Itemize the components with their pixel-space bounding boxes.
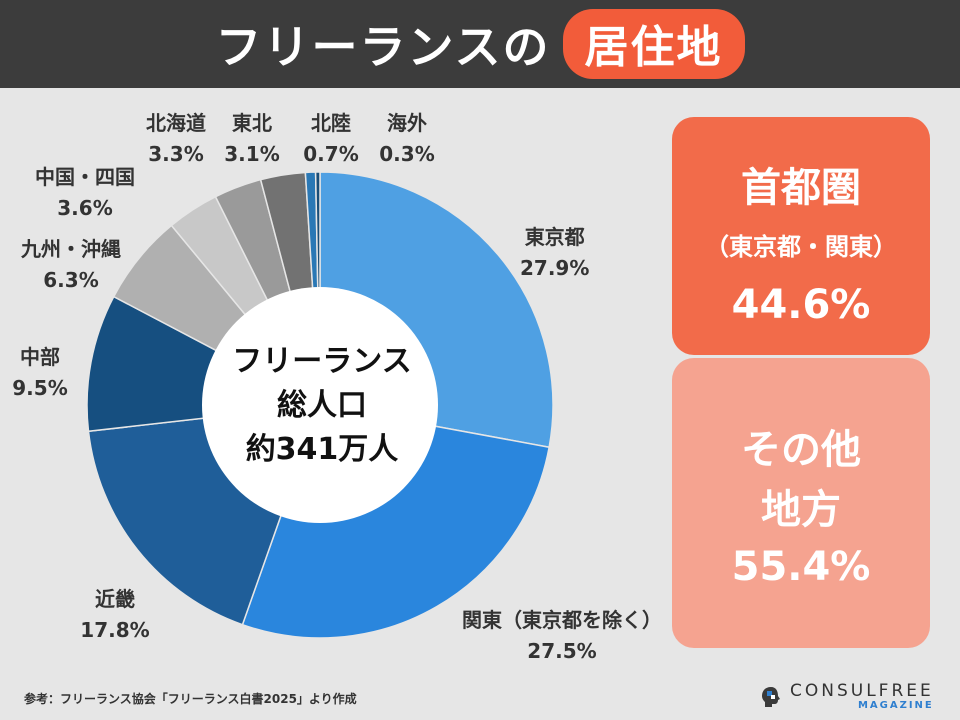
pie-chart bbox=[86, 171, 554, 639]
label-value: 3.1% bbox=[224, 142, 280, 166]
label-kanto: 関東（東京都を除く） 27.5% bbox=[452, 605, 672, 667]
label-name: 東京都 bbox=[524, 225, 585, 249]
label-kinki: 近畿 17.8% bbox=[70, 584, 160, 646]
label-name: 中部 bbox=[20, 345, 60, 369]
label-value: 17.8% bbox=[80, 618, 150, 642]
label-value: 9.5% bbox=[12, 376, 68, 400]
label-value: 0.7% bbox=[303, 142, 359, 166]
label-name: 九州・沖縄 bbox=[21, 237, 121, 261]
label-name: 東北 bbox=[232, 111, 272, 135]
label-value: 0.3% bbox=[379, 142, 435, 166]
logo-sub: MAGAZINE bbox=[857, 700, 934, 711]
label-name: 中国・四国 bbox=[35, 165, 135, 189]
center-line-2: 総人口 bbox=[277, 388, 367, 423]
other-title: その他 地方 bbox=[672, 420, 930, 540]
label-value: 27.9% bbox=[520, 256, 590, 280]
label-hokkaido: 北海道 3.3% bbox=[136, 108, 216, 170]
label-name: 関東（東京都を除く） bbox=[462, 608, 662, 632]
label-name: 近畿 bbox=[95, 587, 135, 611]
metro-percentage: 44.6% bbox=[731, 282, 871, 328]
label-name: 北海道 bbox=[146, 111, 206, 135]
center-line-3: 約341万人 bbox=[245, 432, 399, 467]
other-title-line-2: 地方 bbox=[761, 487, 841, 533]
logo-brand: CONSULFREE bbox=[790, 681, 934, 701]
other-summary-box: その他 地方 55.4% bbox=[672, 358, 930, 648]
label-value: 3.6% bbox=[57, 196, 113, 220]
metro-title: 首都圏 bbox=[741, 165, 861, 211]
logo-text: CONSULFREE MAGAZINE bbox=[790, 682, 934, 711]
header: フリーランスの 居住地 bbox=[0, 0, 960, 88]
label-overseas: 海外 0.3% bbox=[372, 108, 442, 170]
metro-summary-box: 首都圏 （東京都・関東） 44.6% bbox=[672, 117, 930, 355]
label-tohoku: 東北 3.1% bbox=[220, 108, 284, 170]
label-tokyo: 東京都 27.9% bbox=[520, 222, 589, 284]
title-highlight: 居住地 bbox=[562, 9, 745, 79]
center-line-1: フリーランス bbox=[232, 344, 412, 379]
other-title-line-1: その他 bbox=[741, 427, 861, 473]
label-value: 6.3% bbox=[43, 268, 99, 292]
label-value: 3.3% bbox=[148, 142, 204, 166]
label-chugoku: 中国・四国 3.6% bbox=[20, 162, 150, 224]
label-name: 海外 bbox=[387, 111, 427, 135]
metro-subtitle: （東京都・関東） bbox=[705, 233, 897, 261]
source-note: 参考：フリーランス協会「フリーランス白書2025」より作成 bbox=[24, 692, 357, 706]
brain-puzzle-icon bbox=[762, 686, 780, 707]
chart-center-text: フリーランス 総人口 約341万人 bbox=[212, 340, 432, 472]
logo: CONSULFREE MAGAZINE bbox=[760, 682, 934, 711]
page-title: フリーランスの bbox=[215, 20, 551, 74]
other-percentage: 55.4% bbox=[731, 544, 871, 590]
label-value: 27.5% bbox=[527, 639, 597, 663]
label-hokuriku: 北陸 0.7% bbox=[296, 108, 366, 170]
label-name: 北陸 bbox=[311, 111, 351, 135]
label-chubu: 中部 9.5% bbox=[8, 342, 72, 404]
label-kyushu: 九州・沖縄 6.3% bbox=[8, 234, 134, 296]
donut-hole bbox=[202, 287, 438, 523]
